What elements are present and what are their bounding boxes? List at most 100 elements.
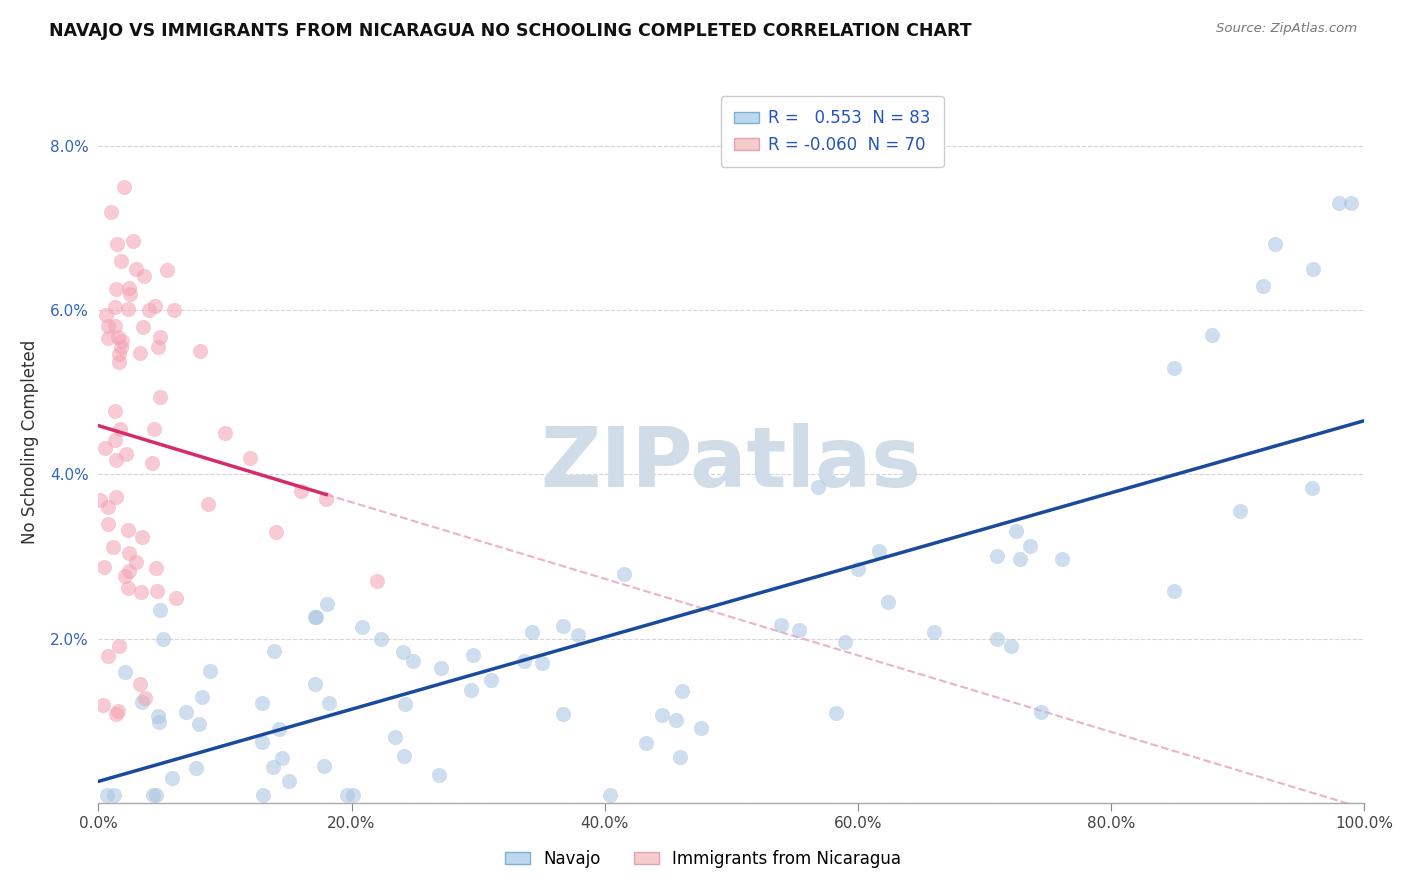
Point — [1302, 262, 1324, 277]
Point — [125, 555, 148, 569]
Point — [145, 299, 167, 313]
Point — [142, 788, 165, 802]
Point — [922, 625, 945, 640]
Point — [1050, 552, 1073, 566]
Point — [314, 759, 336, 773]
Point — [108, 354, 131, 368]
Point — [132, 319, 155, 334]
Point — [613, 566, 636, 581]
Point — [104, 452, 127, 467]
Point — [214, 426, 236, 441]
Point — [96, 788, 118, 802]
Point — [278, 774, 301, 789]
Point — [252, 735, 274, 749]
Point — [634, 736, 657, 750]
Point — [671, 684, 693, 698]
Point — [305, 609, 328, 624]
Point — [1301, 481, 1323, 495]
Point — [166, 591, 188, 605]
Point — [690, 721, 713, 735]
Point — [1163, 583, 1185, 598]
Point — [342, 788, 364, 802]
Point — [146, 708, 169, 723]
Point — [807, 480, 830, 494]
Point — [1251, 278, 1274, 293]
Point — [128, 346, 150, 360]
Point — [89, 492, 111, 507]
Point — [104, 282, 127, 296]
Point — [107, 704, 129, 718]
Point — [174, 705, 197, 719]
Point — [869, 544, 891, 558]
Point — [1029, 705, 1052, 719]
Point — [304, 677, 326, 691]
Point — [315, 597, 337, 611]
Point — [789, 623, 811, 637]
Point — [107, 237, 129, 252]
Point — [107, 330, 129, 344]
Point — [198, 664, 221, 678]
Point — [118, 280, 141, 294]
Point — [430, 661, 453, 675]
Point — [131, 530, 153, 544]
Point — [1340, 196, 1362, 211]
Point — [986, 549, 1008, 564]
Point — [392, 645, 415, 659]
Point — [1229, 504, 1251, 518]
Point — [104, 433, 127, 447]
Text: ZIPatlas: ZIPatlas — [541, 423, 921, 504]
Point — [1000, 639, 1022, 653]
Point — [264, 524, 287, 539]
Point — [100, 204, 122, 219]
Point — [131, 695, 153, 709]
Point — [97, 319, 120, 334]
Legend: Navajo, Immigrants from Nicaragua: Navajo, Immigrants from Nicaragua — [498, 844, 908, 875]
Point — [103, 788, 125, 802]
Point — [392, 749, 415, 764]
Point — [146, 584, 169, 599]
Point — [669, 749, 692, 764]
Text: NAVAJO VS IMMIGRANTS FROM NICARAGUA NO SCHOOLING COMPLETED CORRELATION CHART: NAVAJO VS IMMIGRANTS FROM NICARAGUA NO S… — [49, 22, 972, 40]
Point — [394, 697, 416, 711]
Point — [986, 632, 1008, 647]
Point — [108, 640, 131, 654]
Point — [191, 690, 214, 704]
Point — [146, 341, 169, 355]
Point — [125, 262, 148, 277]
Point — [145, 560, 167, 574]
Point — [1327, 196, 1350, 211]
Point — [184, 761, 207, 775]
Point — [118, 564, 141, 578]
Point — [567, 627, 589, 641]
Point — [160, 771, 183, 785]
Point — [104, 318, 127, 333]
Point — [384, 730, 406, 744]
Point — [1005, 524, 1028, 538]
Point — [97, 500, 120, 514]
Point — [97, 516, 120, 531]
Point — [114, 665, 136, 679]
Point — [112, 180, 135, 194]
Point — [876, 595, 898, 609]
Point — [138, 303, 160, 318]
Point — [553, 707, 575, 722]
Point — [129, 585, 152, 599]
Y-axis label: No Schooling Completed: No Schooling Completed — [21, 340, 39, 543]
Point — [1201, 327, 1223, 342]
Point — [117, 524, 139, 538]
Point — [252, 788, 274, 802]
Point — [520, 624, 543, 639]
Point — [1264, 237, 1286, 252]
Point — [304, 609, 326, 624]
Point — [134, 691, 156, 706]
Point — [91, 698, 114, 713]
Point — [834, 634, 856, 648]
Point — [149, 330, 172, 344]
Point — [156, 263, 179, 277]
Point — [132, 269, 155, 284]
Point — [460, 683, 482, 698]
Point — [111, 334, 134, 348]
Point — [110, 422, 132, 436]
Point — [142, 421, 165, 435]
Point — [651, 708, 673, 723]
